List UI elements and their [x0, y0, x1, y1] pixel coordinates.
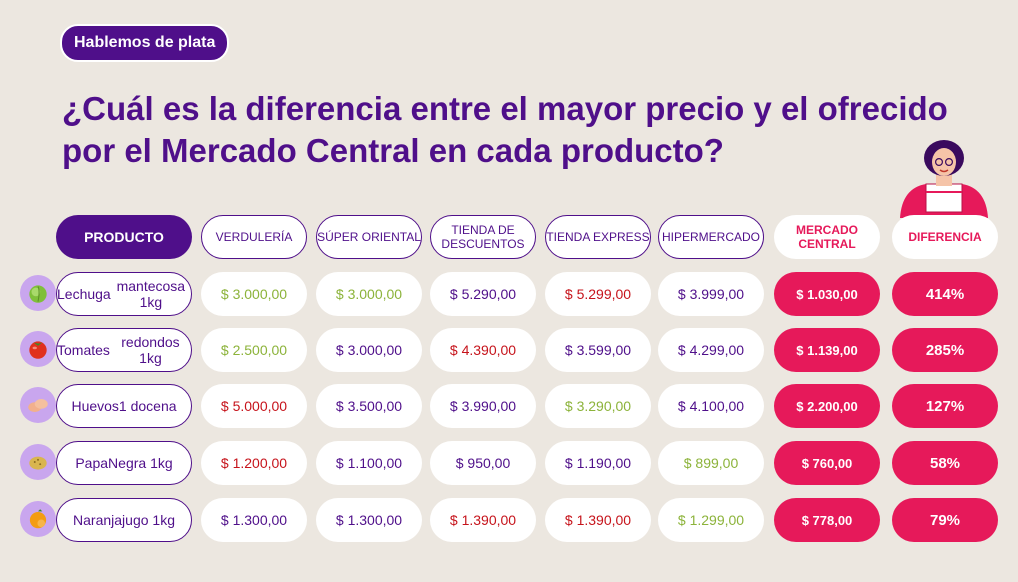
price-cell: $ 1.200,00: [201, 441, 307, 485]
price-cell: $ 3.999,00: [658, 272, 764, 316]
price-cell: $ 3.290,00: [545, 384, 651, 428]
header-super-oriental: SÚPER ORIENTAL: [316, 215, 422, 259]
header-mercado-central: MERCADO CENTRAL: [774, 215, 880, 259]
price-cell: $ 3.500,00: [316, 384, 422, 428]
product-name-line2: Negra 1kg: [108, 455, 173, 471]
orange-icon: [20, 501, 56, 537]
price-cell: $ 4.100,00: [658, 384, 764, 428]
price-cell: $ 1.190,00: [545, 441, 651, 485]
price-cell: $ 3.599,00: [545, 328, 651, 372]
header-hipermercado: HIPERMERCADO: [658, 215, 764, 259]
price-cell: $ 2.500,00: [201, 328, 307, 372]
difference-percent: 79%: [892, 498, 998, 542]
mercado-central-price: $ 2.200,00: [774, 384, 880, 428]
table-header: PRODUCTO VERDULERÍA SÚPER ORIENTAL TIEND…: [0, 215, 1018, 259]
table-row: Tomates redondos 1kg $ 2.500,00 $ 3.000,00 $…: [0, 328, 1018, 374]
table-row: Huevos 1 docena $ 5.000,00 $ 3.500,00 $ 3.99…: [0, 384, 1018, 430]
product-name: Papa Negra 1kg: [56, 441, 192, 485]
tomato-icon: [20, 331, 56, 367]
difference-percent: 285%: [892, 328, 998, 372]
header-tienda-descuentos: TIENDA DE DESCUENTOS: [430, 215, 536, 259]
product-name: Lechuga mantecosa 1kg: [56, 272, 192, 316]
product-name-line2: redondos 1kg: [121, 334, 180, 366]
product-name-line1: Naranja: [73, 512, 123, 528]
price-cell: $ 3.000,00: [316, 328, 422, 372]
mercado-central-price: $ 778,00: [774, 498, 880, 542]
price-cell: $ 5.000,00: [201, 384, 307, 428]
price-cell: $ 3.000,00: [316, 272, 422, 316]
header-tienda-express: TIENDA EXPRESS: [545, 215, 651, 259]
price-cell: $ 1.299,00: [658, 498, 764, 542]
difference-percent: 58%: [892, 441, 998, 485]
price-cell: $ 5.299,00: [545, 272, 651, 316]
product-name-line2: mantecosa 1kg: [116, 278, 186, 310]
product-name: Naranja jugo 1kg: [56, 498, 192, 542]
section-badge: Hablemos de plata: [60, 24, 230, 62]
price-cell: $ 5.290,00: [430, 272, 536, 316]
difference-percent: 414%: [892, 272, 998, 316]
table-row: Naranja jugo 1kg $ 1.300,00 $ 1.300,00 $ 1.3…: [0, 498, 1018, 544]
product-name-line1: Huevos: [71, 398, 119, 414]
vendor-avatar-icon: [900, 140, 988, 218]
price-cell: $ 1.390,00: [430, 498, 536, 542]
price-cell: $ 4.299,00: [658, 328, 764, 372]
page-title: ¿Cuál es la diferencia entre el mayor pr…: [62, 90, 948, 169]
mercado-central-price: $ 760,00: [774, 441, 880, 485]
product-name-line2: jugo 1kg: [122, 512, 175, 528]
mercado-central-price: $ 1.139,00: [774, 328, 880, 372]
eggs-icon: [20, 387, 56, 423]
price-cell: $ 1.300,00: [316, 498, 422, 542]
price-cell: $ 1.100,00: [316, 441, 422, 485]
product-name-line1: Lechuga: [57, 286, 111, 302]
price-cell: $ 3.990,00: [430, 384, 536, 428]
difference-percent: 127%: [892, 384, 998, 428]
price-cell: $ 4.390,00: [430, 328, 536, 372]
header-verduleria: VERDULERÍA: [201, 215, 307, 259]
header-producto: PRODUCTO: [56, 215, 192, 259]
mercado-central-price: $ 1.030,00: [774, 272, 880, 316]
price-cell: $ 899,00: [658, 441, 764, 485]
product-name-line2: 1 docena: [118, 398, 177, 414]
product-name-line1: Papa: [75, 455, 109, 471]
price-cell: $ 1.300,00: [201, 498, 307, 542]
header-diferencia: DIFERENCIA: [892, 215, 998, 259]
price-cell: $ 3.000,00: [201, 272, 307, 316]
table-row: Lechuga mantecosa 1kg $ 3.000,00 $ 3.000,00…: [0, 272, 1018, 318]
product-name: Tomates redondos 1kg: [56, 328, 192, 372]
product-name: Huevos 1 docena: [56, 384, 192, 428]
price-cell: $ 950,00: [430, 441, 536, 485]
lettuce-icon: [20, 275, 56, 311]
table-row: Papa Negra 1kg $ 1.200,00 $ 1.100,00 $ 950,0…: [0, 441, 1018, 487]
price-cell: $ 1.390,00: [545, 498, 651, 542]
potato-icon: [20, 444, 56, 480]
product-name-line1: Tomates: [57, 342, 110, 358]
